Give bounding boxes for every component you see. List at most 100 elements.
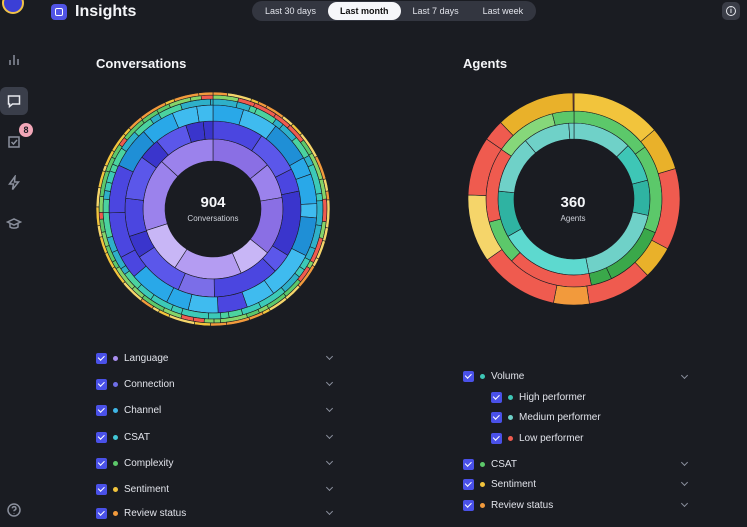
chevron-down-icon[interactable] [325,507,334,516]
checkbox[interactable] [491,391,502,403]
conversations-segment[interactable] [196,104,214,123]
sidebar: 8 [0,0,33,527]
conversations-segment[interactable] [98,211,104,220]
chevron-down-icon[interactable] [325,378,334,387]
checkbox[interactable] [96,457,107,469]
conversations-segment[interactable] [198,92,214,97]
conversations-hole [165,161,261,257]
chevron-down-icon[interactable] [680,499,689,508]
conversations-segment[interactable] [321,198,328,223]
filter-language[interactable]: Language [96,351,169,365]
color-dot [480,373,485,379]
app-logo[interactable] [2,0,24,14]
automation-nav-button[interactable] [0,169,28,197]
agents-segment[interactable] [553,284,590,305]
chevron-down-icon[interactable] [680,478,689,487]
info-icon: i [726,6,736,16]
chevron-down-icon[interactable] [325,431,334,440]
filter-label: CSAT [124,431,150,443]
filter-label: Sentiment [491,478,537,490]
filter-high-performer[interactable]: High performer [491,390,586,404]
sidebar-toggle-icon[interactable] [51,4,67,20]
agents-segment[interactable] [568,122,575,140]
filter-sentiment[interactable]: Sentiment [463,477,536,491]
chevron-down-icon[interactable] [325,352,334,361]
range-last-month[interactable]: Last month [328,2,401,20]
checkbox[interactable] [96,352,107,364]
conversations-segment[interactable] [210,98,214,106]
chevron-down-icon[interactable] [680,458,689,467]
checkbox[interactable] [463,478,474,490]
conversations-segment[interactable] [210,321,228,326]
conversations-segment[interactable] [213,318,221,324]
conversations-segment[interactable] [202,120,214,140]
info-button[interactable]: i [722,2,740,20]
chevron-down-icon[interactable] [325,457,334,466]
conversations-segment[interactable] [207,312,222,320]
filter-label: Review status [124,507,187,519]
checkbox[interactable] [96,404,107,416]
agents-total-label: Agents [560,214,586,223]
filter-review-status[interactable]: Review status [96,506,186,520]
filter-complexity[interactable]: Complexity [96,456,173,470]
chat-icon [7,95,21,109]
conversations-segment[interactable] [300,203,318,219]
filter-label: Sentiment [124,483,170,495]
range-last-7-days[interactable]: Last 7 days [412,6,459,16]
conversations-segment[interactable] [187,294,219,314]
conversations-segment[interactable] [220,311,230,320]
date-range-selector: Last 30 days Last month Last 7 days Last… [252,1,537,21]
conversations-segment[interactable] [315,193,323,202]
filter-sentiment[interactable]: Sentiment [96,482,169,496]
agents-segment[interactable] [631,179,651,216]
checkbox[interactable] [491,411,502,423]
tasks-nav-button[interactable]: 8 [0,123,33,156]
range-last-week[interactable]: Last week [482,6,524,16]
chart-nav-button[interactable] [0,46,28,74]
filter-review-status[interactable]: Review status [463,498,553,512]
filter-volume[interactable]: Volume [463,369,524,383]
training-nav-button[interactable] [0,210,28,238]
checkbox[interactable] [463,370,474,382]
conversations-segment[interactable] [203,318,215,324]
conversations-segment[interactable] [124,197,147,237]
agents-segment[interactable] [551,110,575,126]
chevron-down-icon[interactable] [325,483,334,492]
conversations-segment[interactable] [325,190,330,201]
filter-connection[interactable]: Connection [96,377,175,391]
help-button[interactable] [0,496,28,524]
color-dot [113,407,118,413]
filter-medium-performer[interactable]: Medium performer [491,410,601,424]
checkbox[interactable] [96,378,107,390]
checkbox[interactable] [96,507,107,519]
agents-segment[interactable] [572,93,575,112]
checkbox[interactable] [96,483,107,495]
conversations-title: Conversations [96,56,187,71]
filter-label: Volume [491,370,525,382]
checkbox[interactable] [463,458,474,470]
filter-channel[interactable]: Channel [96,403,161,417]
color-dot [508,435,513,441]
range-last-30-days[interactable]: Last 30 days [265,6,317,16]
agents-sunburst[interactable] [468,93,680,305]
conversations-nav-button[interactable] [0,87,28,115]
color-dot [508,414,513,420]
filter-csat[interactable]: CSAT [463,457,517,471]
conversations-segment[interactable] [102,198,110,213]
checkbox[interactable] [463,499,474,511]
color-dot [508,394,513,400]
conversations-segment[interactable] [315,200,324,227]
conversations-svg [96,92,330,326]
agents-title: Agents [463,56,508,71]
checkbox[interactable] [491,432,502,444]
conversations-sunburst[interactable] [96,92,330,326]
checklist-icon [8,136,20,148]
color-dot [480,502,485,508]
chevron-down-icon[interactable] [325,404,334,413]
filter-csat[interactable]: CSAT [96,430,150,444]
checkbox[interactable] [96,431,107,443]
chevron-down-icon[interactable] [680,371,689,380]
filter-low-performer[interactable]: Low performer [491,431,583,445]
page-header: Insights [51,2,136,22]
